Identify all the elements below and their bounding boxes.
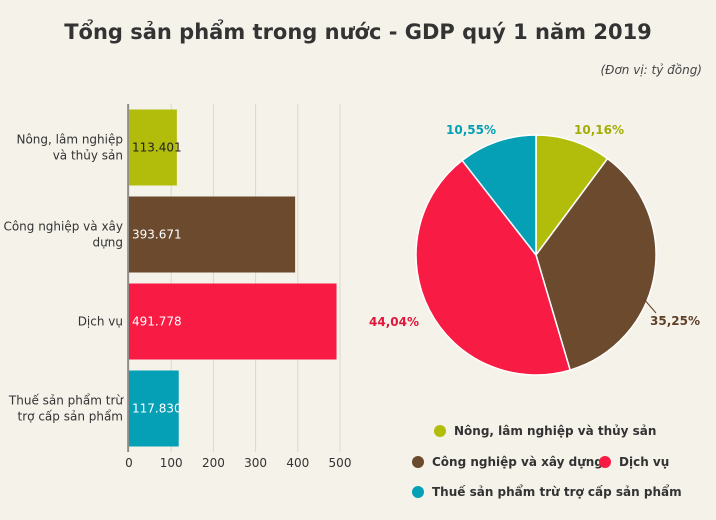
- x-tick-label: 0: [125, 456, 133, 470]
- legend-label: Nông, lâm nghiệp và thủy sản: [454, 424, 656, 438]
- pie-chart: 10,16% 35,25% 44,04% 10,55%: [369, 123, 700, 376]
- category-label: Nông, lâm nghiệp: [16, 133, 123, 147]
- legend-marker: [434, 425, 446, 437]
- unit-label: (Đơn vị: tỷ đồng): [600, 63, 702, 77]
- x-tick-label: 300: [244, 456, 267, 470]
- legend-marker: [412, 456, 424, 468]
- leader-line: [642, 297, 657, 314]
- category-label: Thuế sản phẩm trừ: [8, 394, 124, 408]
- x-tick-label: 200: [202, 456, 225, 470]
- category-label: và thủy sản: [53, 149, 123, 163]
- bar-value-label: 117.830: [132, 402, 182, 416]
- category-label: dựng: [93, 236, 123, 250]
- pie-legend: Nông, lâm nghiệp và thủy sản Công nghiệp …: [412, 424, 682, 499]
- legend-label: Thuế sản phẩm trừ trợ cấp sản phẩm: [432, 484, 682, 499]
- x-tick-label: 500: [329, 456, 352, 470]
- pie-percent-label: 44,04%: [369, 315, 419, 329]
- legend-label: Công nghiệp và xây dựng: [432, 455, 603, 469]
- bar-axis: 0 100 200 300 400 500 Nông, lâm nghiệp và thủy …: [3, 104, 351, 470]
- bar: [129, 283, 337, 360]
- pie-slice: [415, 159, 572, 376]
- bar-value-label: 113.401: [132, 141, 182, 155]
- chart-title: Tổng sản phẩm trong nước - GDP quý 1 năm…: [64, 20, 652, 44]
- category-label: Công nghiệp và xây: [3, 220, 123, 234]
- bar-value-label: 393.671: [132, 228, 182, 242]
- legend-marker: [412, 486, 424, 498]
- bar-series: 113.401 393.671 491.778 117.830: [129, 109, 337, 447]
- pie-percent-label: 35,25%: [650, 314, 700, 328]
- bar: [129, 109, 177, 186]
- bar: [129, 370, 179, 447]
- bar: [129, 196, 296, 273]
- x-tick-label: 100: [160, 456, 183, 470]
- pie-slice: [461, 134, 537, 258]
- legend-label: Dịch vụ: [619, 455, 669, 469]
- pie-percent-label: 10,55%: [446, 123, 496, 137]
- legend-marker: [599, 456, 611, 468]
- x-tick-label: 400: [286, 456, 309, 470]
- pie-slice: [535, 157, 657, 371]
- category-label: trợ cấp sản phẩm: [18, 410, 123, 424]
- pie-percent-label: 10,16%: [574, 123, 624, 137]
- category-label: Dịch vụ: [78, 315, 123, 329]
- pie-slice: [535, 134, 609, 258]
- bar-value-label: 491.778: [132, 315, 182, 329]
